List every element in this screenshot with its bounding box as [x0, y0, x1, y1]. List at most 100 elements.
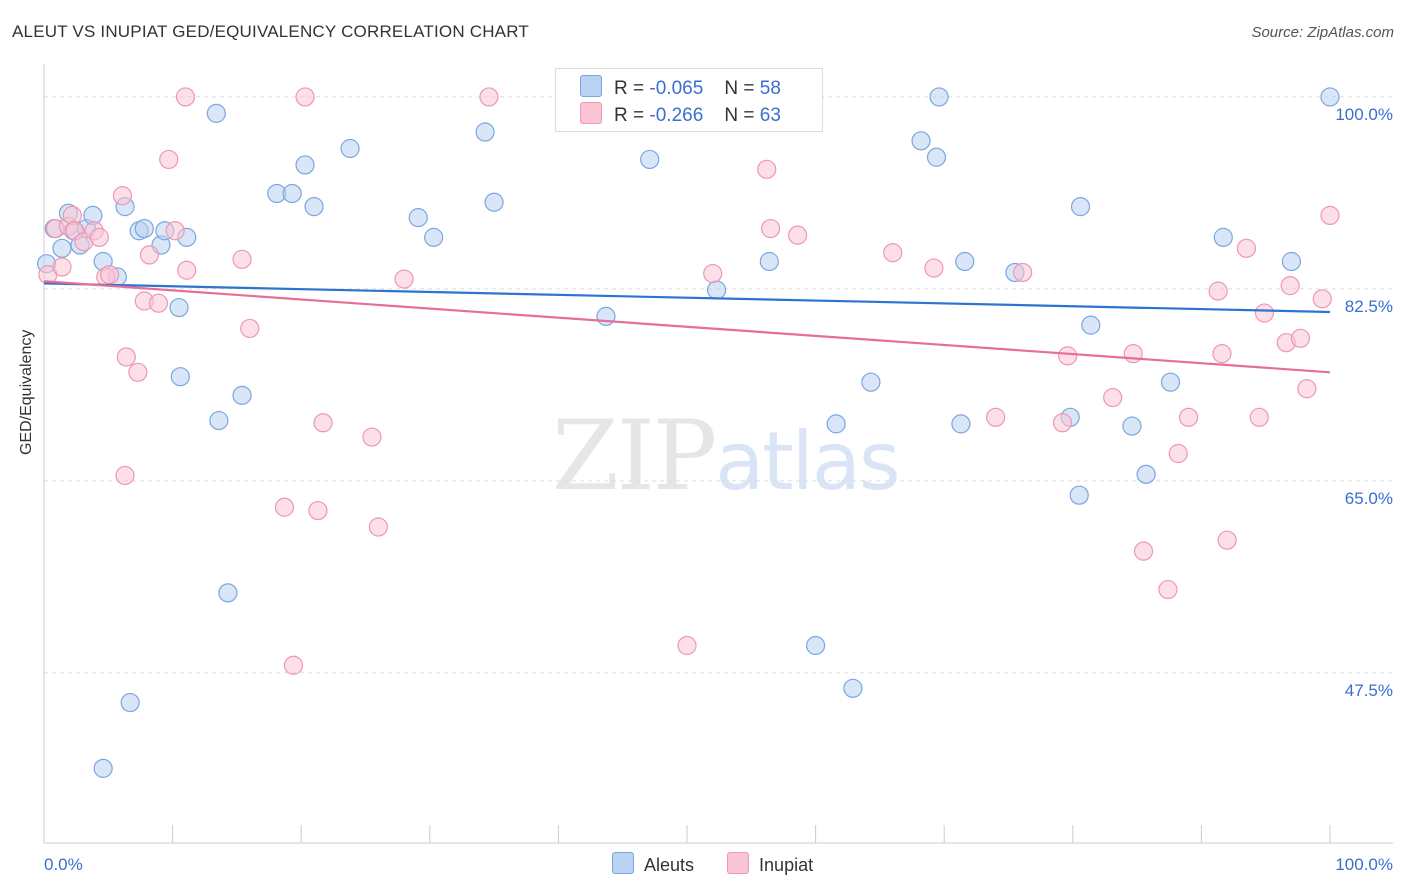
inupiat-point: [1158, 579, 1178, 600]
inupiat-r-value: -0.266: [649, 105, 704, 126]
inupiat-point: [148, 293, 169, 313]
aleut-point: [1081, 315, 1101, 335]
inupiat-point: [308, 500, 328, 521]
aleut-swatch: [580, 75, 602, 97]
aleut-point: [232, 385, 252, 405]
inupiat-point: [283, 655, 304, 675]
series-legend: Aleuts Inupiat: [612, 852, 841, 876]
inupiat-point: [177, 260, 197, 280]
aleut-point: [1122, 416, 1142, 436]
aleut-point: [861, 372, 881, 392]
y-tick-label: 65.0%: [1345, 489, 1393, 508]
inupiat-point: [139, 245, 160, 265]
aleut-point: [484, 192, 504, 212]
inupiat-point: [52, 257, 72, 277]
aleut-point: [1070, 197, 1091, 217]
inupiat-r-label: R =: [614, 105, 645, 126]
aleut-point: [206, 103, 226, 123]
inupiat-point: [1254, 303, 1275, 323]
aleut-point: [826, 414, 846, 434]
inupiat-point: [128, 362, 148, 382]
legend-item-inupiat[interactable]: Inupiat: [727, 852, 813, 876]
inupiat-point: [1312, 289, 1332, 309]
inupiat-point: [1280, 276, 1300, 296]
y-tick-label: 100.0%: [1335, 105, 1393, 124]
legend-item-aleuts[interactable]: Aleuts: [612, 852, 694, 876]
inupiat-point: [703, 263, 723, 284]
y-axis-label: GED/Equivalency: [18, 329, 35, 455]
aleut-point: [282, 183, 302, 204]
aleut-point: [911, 131, 931, 151]
inupiat-point: [677, 635, 697, 656]
inupiat-swatch: [727, 852, 750, 874]
inupiat-point: [787, 225, 808, 245]
inupiat-point: [274, 497, 295, 517]
aleut-point: [1160, 372, 1181, 392]
aleut-point: [951, 414, 971, 434]
inupiat-point: [1297, 379, 1317, 399]
inupiat-point: [313, 413, 333, 433]
inupiat-point: [240, 318, 260, 339]
aleut-point: [93, 758, 113, 778]
source-label: Source: ZipAtlas.com: [1251, 24, 1394, 41]
inupiat-point: [1052, 413, 1073, 433]
inupiat-point: [1123, 344, 1143, 364]
inupiat-point: [1013, 262, 1033, 283]
aleut-point: [52, 238, 72, 258]
aleut-point: [805, 635, 826, 656]
aleut-point: [759, 251, 779, 272]
inupiat-n-label: N =: [724, 105, 755, 126]
inupiat-point: [99, 265, 120, 285]
inupiat-point: [986, 407, 1006, 427]
legend-row-inupiat: R = -0.266 N = 63: [580, 102, 781, 127]
aleut-point: [408, 208, 428, 228]
aleut-point: [1136, 464, 1156, 484]
inupiat-point: [760, 218, 781, 239]
inupiat-swatch: [580, 102, 602, 124]
inupiat-point: [232, 249, 252, 269]
y-tick-label: 82.5%: [1345, 297, 1393, 316]
aleut-point: [926, 147, 947, 167]
inupiat-point: [1208, 281, 1228, 301]
inupiat-point: [1290, 328, 1311, 348]
aleut-point: [955, 251, 975, 272]
inupiat-point: [1212, 344, 1232, 364]
x-tick-label-min: 0.0%: [44, 855, 83, 874]
aleuts-swatch: [612, 852, 634, 874]
aleut-point: [475, 122, 495, 142]
aleut-point: [340, 138, 360, 159]
inupiat-n-value: 63: [759, 105, 781, 126]
inupiat-point: [175, 87, 196, 107]
stats-legend: R = -0.065 N = 58 R = -0.266 N = 63: [555, 68, 823, 132]
inupiat-point: [159, 149, 179, 170]
aleut-point: [170, 367, 190, 387]
inupiat-trend-line: [43, 280, 1331, 374]
aleut-n-label: N =: [724, 78, 755, 99]
aleut-point: [295, 155, 315, 175]
inupiat-point: [757, 159, 777, 179]
aleut-r-value: -0.065: [649, 78, 704, 99]
inupiat-point: [1217, 530, 1237, 550]
aleut-point: [120, 692, 140, 713]
y-tick-label: 47.5%: [1345, 681, 1393, 700]
aleut-point: [1213, 227, 1233, 247]
legend-row-aleut: R = -0.065 N = 58: [580, 75, 781, 100]
inupiat-point: [883, 243, 903, 263]
inupiat-point: [1236, 238, 1257, 258]
aleut-r-label: R =: [614, 78, 645, 99]
aleut-point: [843, 678, 863, 698]
inupiat-point: [1058, 346, 1078, 366]
inupiat-point: [112, 186, 133, 206]
aleut-point: [1069, 485, 1089, 505]
watermark-atlas: atlas: [715, 415, 900, 508]
inupiat-point: [1249, 407, 1269, 427]
aleut-point: [1320, 87, 1340, 107]
inupiat-point: [924, 258, 944, 278]
legend-inupiat-label: Inupiat: [759, 855, 814, 875]
aleut-point: [424, 227, 444, 247]
aleut-point: [640, 149, 660, 170]
watermark-zip: ZIP: [552, 400, 717, 512]
aleut-point: [304, 197, 324, 217]
aleut-point: [1281, 251, 1302, 272]
